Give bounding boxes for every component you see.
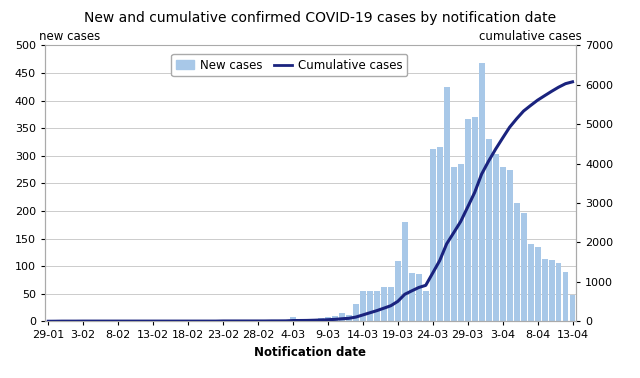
Text: New and cumulative confirmed COVID-19 cases by notification date: New and cumulative confirmed COVID-19 ca…: [84, 11, 556, 25]
Bar: [332, 316, 338, 321]
Bar: [346, 314, 352, 321]
Bar: [534, 247, 541, 321]
Bar: [541, 259, 547, 321]
Bar: [472, 117, 477, 321]
X-axis label: Notification date: Notification date: [255, 346, 367, 359]
Text: new cases: new cases: [40, 29, 100, 43]
Bar: [381, 287, 387, 321]
Bar: [416, 274, 422, 321]
Bar: [520, 212, 527, 321]
Bar: [486, 139, 492, 321]
Bar: [570, 295, 575, 321]
Bar: [556, 263, 561, 321]
Text: cumulative cases: cumulative cases: [479, 29, 581, 43]
Bar: [353, 304, 359, 321]
Bar: [514, 203, 520, 321]
Bar: [479, 63, 484, 321]
Bar: [409, 273, 415, 321]
Bar: [451, 167, 457, 321]
Bar: [325, 318, 331, 321]
Bar: [311, 319, 317, 321]
Bar: [290, 317, 296, 321]
Legend: New cases, Cumulative cases: New cases, Cumulative cases: [172, 54, 407, 76]
Bar: [436, 147, 443, 321]
Bar: [360, 291, 366, 321]
Bar: [507, 170, 513, 321]
Bar: [444, 87, 450, 321]
Bar: [458, 164, 463, 321]
Bar: [388, 287, 394, 321]
Bar: [269, 320, 275, 321]
Bar: [374, 291, 380, 321]
Bar: [318, 318, 324, 321]
Bar: [304, 320, 310, 321]
Bar: [220, 320, 226, 321]
Bar: [395, 260, 401, 321]
Bar: [429, 149, 436, 321]
Bar: [402, 222, 408, 321]
Bar: [500, 167, 506, 321]
Bar: [493, 154, 499, 321]
Bar: [548, 260, 554, 321]
Bar: [563, 272, 568, 321]
Bar: [339, 313, 345, 321]
Bar: [60, 320, 65, 321]
Bar: [367, 291, 372, 321]
Bar: [527, 244, 534, 321]
Bar: [423, 291, 429, 321]
Bar: [465, 119, 470, 321]
